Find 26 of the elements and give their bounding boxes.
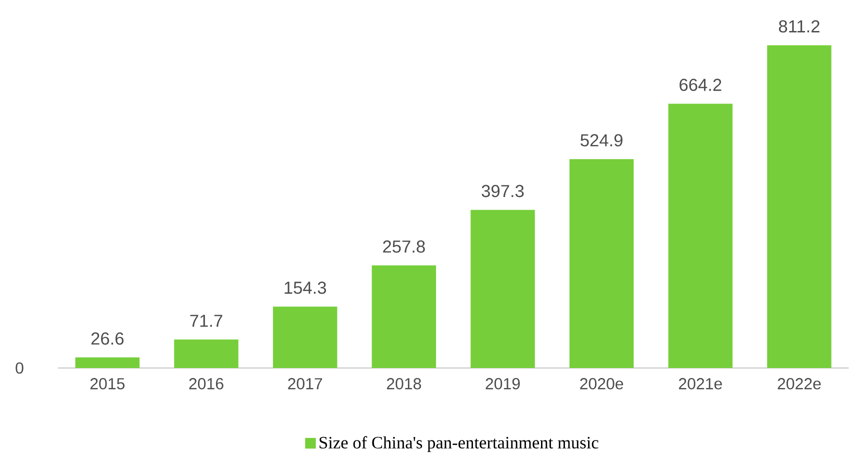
bar: [470, 210, 535, 368]
data-label: 26.6: [91, 332, 124, 345]
data-label: 397.3: [482, 184, 524, 198]
bar: [75, 357, 140, 368]
text: 0: [16, 362, 24, 374]
x-tick-label: 2019: [486, 378, 520, 390]
data-label: 811.2: [778, 20, 820, 32]
x-tick-label: 2018: [386, 378, 422, 390]
bar: [668, 104, 733, 368]
data-label: 257.8: [383, 240, 425, 253]
legend-label: Size of China's pan-entertainment music: [320, 436, 598, 452]
bar: [272, 306, 338, 368]
bar: [372, 265, 436, 368]
x-tick-label: 2015: [90, 378, 125, 390]
x-tick-label: 2021e: [678, 378, 722, 390]
bar: [767, 45, 832, 368]
bar: [569, 159, 634, 368]
x-tick-label: 2022e: [778, 378, 821, 390]
data-label: 154.3: [284, 282, 326, 294]
x-tick-label: 2020e: [580, 378, 624, 390]
x-tick-label: 2016: [189, 378, 224, 390]
data-label: 71.7: [190, 314, 222, 327]
data-label: 664.2: [680, 78, 722, 91]
bar: [174, 339, 238, 368]
x-tick-label: 2017: [288, 378, 322, 390]
data-label: 524.9: [580, 134, 622, 146]
